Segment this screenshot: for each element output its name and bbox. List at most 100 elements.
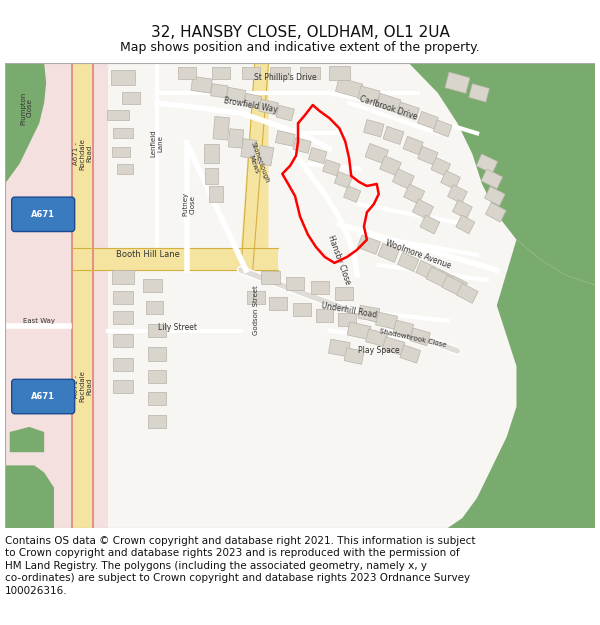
Text: East Way: East Way [23,318,55,324]
Text: A671: A671 [31,210,55,219]
Bar [452,200,472,219]
Bar [293,138,311,153]
Bar [335,78,363,98]
Bar [426,267,449,288]
Bar [338,313,356,326]
Bar [400,345,421,363]
Text: Godson Street: Godson Street [253,286,259,336]
Bar [442,275,463,295]
Bar [143,279,162,292]
Bar [418,111,438,129]
Bar [403,136,423,154]
Text: co-ordinates) are subject to Crown copyright and database rights 2023 Ordnance S: co-ordinates) are subject to Crown copyr… [5,573,470,583]
Bar [148,415,166,428]
Bar [365,329,388,347]
Bar [191,76,212,93]
Bar [260,271,280,284]
Bar [204,144,219,162]
Bar [441,171,460,189]
Bar [112,270,134,284]
Text: Browfield Way: Browfield Way [223,96,278,114]
Bar [113,380,133,393]
Bar [358,235,380,254]
Bar [382,337,405,355]
Bar [148,324,166,338]
Bar [112,146,130,157]
FancyBboxPatch shape [11,379,74,414]
Text: Lily Street: Lily Street [158,323,197,332]
Bar [72,62,94,528]
Bar [358,305,380,322]
Text: HM Land Registry. The polygons (including the associated geometry, namely x, y: HM Land Registry. The polygons (includin… [5,561,427,571]
Bar [476,154,497,174]
Text: to Crown copyright and database rights 2023 and is reproduced with the permissio: to Crown copyright and database rights 2… [5,548,460,558]
Bar [383,126,404,144]
Bar [286,277,304,290]
Bar [412,199,434,219]
Bar [113,291,133,304]
Bar [364,119,384,137]
Bar [398,253,419,272]
Polygon shape [5,466,54,528]
Bar [242,66,260,79]
Bar [229,129,244,148]
Text: Stoneclough
Mews: Stoneclough Mews [243,141,270,186]
Text: Plumpton
Close: Plumpton Close [20,91,33,124]
Text: Hansby Close: Hansby Close [326,234,352,286]
Text: Shadowbrook Close: Shadowbrook Close [379,328,447,348]
Bar [300,66,320,79]
FancyBboxPatch shape [11,197,74,231]
Bar [344,186,361,202]
Bar [244,93,262,109]
Bar [113,357,133,371]
Bar [276,105,295,121]
Text: Putney
Close: Putney Close [182,192,196,216]
Bar [376,93,401,112]
Bar [392,169,414,189]
Bar [205,168,218,184]
Polygon shape [526,62,595,103]
Polygon shape [10,427,44,452]
Bar [378,243,399,262]
Bar [146,301,163,314]
Bar [328,339,350,357]
Bar [110,70,135,85]
Bar [335,287,353,300]
Bar [445,72,470,94]
Bar [484,186,505,206]
Bar [397,102,419,120]
Bar [416,261,436,279]
Bar [209,186,223,202]
Text: Lenfield
Lane: Lenfield Lane [151,129,164,158]
Bar [420,215,440,234]
Bar [456,215,475,234]
Bar [316,309,334,322]
Bar [148,348,166,361]
Bar [358,86,380,104]
Bar [72,248,278,270]
Bar [376,312,398,329]
Bar [148,370,166,383]
Bar [275,131,295,146]
Text: Play Space: Play Space [358,346,400,356]
Bar [365,144,388,164]
Text: St Phillip's Drive: St Phillip's Drive [254,73,317,82]
Bar [241,139,257,159]
Text: Underhill Road: Underhill Road [321,301,377,320]
Bar [457,283,478,303]
Bar [148,392,166,405]
Bar [212,66,230,79]
Polygon shape [241,62,269,270]
Bar [344,348,364,364]
Bar [308,148,327,164]
Bar [329,66,350,80]
Bar [469,84,490,102]
Bar [107,110,129,120]
Text: 32, HANSBY CLOSE, OLDHAM, OL1 2UA: 32, HANSBY CLOSE, OLDHAM, OL1 2UA [151,25,449,40]
Polygon shape [448,239,595,528]
Text: Booth Hill Lane: Booth Hill Lane [116,251,179,259]
Bar [347,322,371,339]
Bar [213,116,230,140]
Polygon shape [290,62,595,285]
Bar [323,159,340,176]
